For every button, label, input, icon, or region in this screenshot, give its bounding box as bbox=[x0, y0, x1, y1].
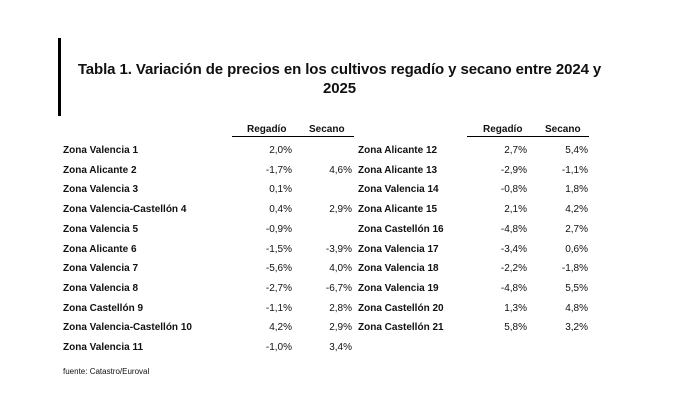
regadio-value: -0,9% bbox=[265, 223, 292, 235]
zone-name: Zona Castellón 9 bbox=[63, 302, 144, 314]
regadio-value: -2,7% bbox=[265, 282, 292, 294]
zone-name: Zona Valencia 19 bbox=[358, 282, 439, 294]
zone-name: Zona Valencia-Castellón 4 bbox=[63, 204, 187, 216]
header-secano-right: Secano bbox=[545, 124, 581, 135]
table-row: Zona Valencia 8 -2,7% -6,7% bbox=[0, 283, 679, 297]
regadio-value: 0,1% bbox=[269, 184, 292, 196]
regadio-value: -2,9% bbox=[500, 164, 527, 176]
table-row: Zona Alicante 12 2,7% 5,4% bbox=[0, 145, 679, 159]
secano-value: 2,7% bbox=[565, 223, 588, 235]
table-row: Zona Alicante 15 2,1% 4,2% bbox=[0, 204, 679, 218]
regadio-value: 2,7% bbox=[504, 145, 527, 156]
secano-value: 4,6% bbox=[329, 164, 352, 176]
table-row: Zona Valencia-Castellón 10 4,2% 2,9% bbox=[0, 322, 679, 336]
regadio-value: -0,8% bbox=[500, 184, 527, 196]
secano-value: 5,5% bbox=[565, 282, 588, 294]
zone-name: Zona Alicante 6 bbox=[63, 243, 137, 255]
table-row: Zona Valencia 11 -1,0% 3,4% bbox=[0, 342, 679, 356]
regadio-value: -1,7% bbox=[265, 164, 292, 176]
secano-value: 5,4% bbox=[565, 145, 588, 156]
secano-value: 2,9% bbox=[329, 204, 352, 216]
regadio-value: 1,3% bbox=[504, 302, 527, 314]
secano-value: -6,7% bbox=[325, 282, 352, 294]
regadio-value: -1,5% bbox=[265, 243, 292, 255]
regadio-value: 4,2% bbox=[269, 322, 292, 334]
header-regadio-right: Regadío bbox=[483, 124, 523, 135]
zone-name: Zona Castellón 16 bbox=[358, 223, 444, 235]
zone-name: Zona Valencia 1 bbox=[63, 145, 139, 156]
header-regadio-left: Regadío bbox=[247, 124, 287, 135]
zone-name: Zona Alicante 12 bbox=[358, 145, 438, 156]
secano-value: -1,8% bbox=[561, 263, 588, 275]
table-row: Zona Valencia 1 2,0% bbox=[0, 145, 679, 159]
secano-value: 3,4% bbox=[329, 342, 352, 353]
secano-value: 4,0% bbox=[329, 263, 352, 275]
secano-value: -3,9% bbox=[325, 243, 352, 255]
secano-value: 0,6% bbox=[565, 243, 588, 255]
secano-value: -1,1% bbox=[561, 164, 588, 176]
table-row: Zona Castellón 9 -1,1% 2,8% bbox=[0, 303, 679, 317]
regadio-value: -4,8% bbox=[500, 282, 527, 294]
zone-name: Zona Alicante 15 bbox=[358, 204, 438, 216]
table-row: Zona Valencia 3 0,1% bbox=[0, 184, 679, 198]
table-title-continued: 2025 bbox=[323, 80, 356, 97]
zone-name: Zona Valencia 17 bbox=[358, 243, 439, 255]
regadio-value: -3,4% bbox=[500, 243, 527, 255]
regadio-value: -1,0% bbox=[265, 342, 292, 353]
table-row: Zona Valencia 17 -3,4% 0,6% bbox=[0, 244, 679, 258]
table-row: Zona Valencia 14 -0,8% 1,8% bbox=[0, 184, 679, 198]
table-title: Tabla 1. Variación de precios en los cul… bbox=[77, 61, 602, 78]
table-row: Zona Alicante 13 -2,9% -1,1% bbox=[0, 165, 679, 179]
regadio-value: 2,0% bbox=[269, 145, 292, 156]
table-row: Zona Valencia 18 -2,2% -1,8% bbox=[0, 263, 679, 277]
zone-name: Zona Valencia 11 bbox=[63, 342, 144, 353]
zone-name: Zona Castellón 21 bbox=[358, 322, 444, 334]
source-note: fuente: Catastro/Euroval bbox=[63, 367, 150, 376]
zone-name: Zona Valencia 14 bbox=[358, 184, 439, 196]
table-row: Zona Valencia-Castellón 4 0,4% 2,9% bbox=[0, 204, 679, 218]
table-row: Zona Castellón 20 1,3% 4,8% bbox=[0, 303, 679, 317]
secano-value: 2,8% bbox=[329, 302, 352, 314]
zone-name: Zona Valencia 3 bbox=[63, 184, 139, 196]
regadio-value: -2,2% bbox=[500, 263, 527, 275]
header-rule-left bbox=[232, 136, 354, 137]
zone-name: Zona Valencia-Castellón 10 bbox=[63, 322, 192, 334]
secano-value: 2,9% bbox=[329, 322, 352, 334]
zone-name: Zona Alicante 2 bbox=[63, 164, 137, 176]
table-row: Zona Alicante 6 -1,5% -3,9% bbox=[0, 244, 679, 258]
secano-value: 4,2% bbox=[565, 204, 588, 216]
regadio-value: -4,8% bbox=[500, 223, 527, 235]
zone-name: Zona Valencia 7 bbox=[63, 263, 139, 275]
zone-name: Zona Castellón 20 bbox=[358, 302, 444, 314]
regadio-value: 0,4% bbox=[269, 204, 292, 216]
table-row: Zona Castellón 16 -4,8% 2,7% bbox=[0, 224, 679, 238]
zone-name: Zona Alicante 13 bbox=[358, 164, 438, 176]
table-row: Zona Valencia 7 -5,6% 4,0% bbox=[0, 263, 679, 277]
regadio-value: -5,6% bbox=[265, 263, 292, 275]
zone-name: Zona Valencia 8 bbox=[63, 282, 139, 294]
table-row: Zona Alicante 2 -1,7% 4,6% bbox=[0, 165, 679, 179]
header-secano-left: Secano bbox=[309, 124, 345, 135]
secano-value: 1,8% bbox=[565, 184, 588, 196]
regadio-value: 2,1% bbox=[504, 204, 527, 216]
zone-name: Zona Valencia 5 bbox=[63, 223, 139, 235]
secano-value: 4,8% bbox=[565, 302, 588, 314]
header-rule-right bbox=[467, 136, 589, 137]
regadio-value: -1,1% bbox=[265, 302, 292, 314]
accent-bar bbox=[58, 38, 61, 116]
table-row: Zona Valencia 5 -0,9% bbox=[0, 224, 679, 238]
secano-value: 3,2% bbox=[565, 322, 588, 334]
regadio-value: 5,8% bbox=[504, 322, 527, 334]
zone-name: Zona Valencia 18 bbox=[358, 263, 439, 275]
table-row: Zona Castellón 21 5,8% 3,2% bbox=[0, 322, 679, 336]
table-row: Zona Valencia 19 -4,8% 5,5% bbox=[0, 283, 679, 297]
